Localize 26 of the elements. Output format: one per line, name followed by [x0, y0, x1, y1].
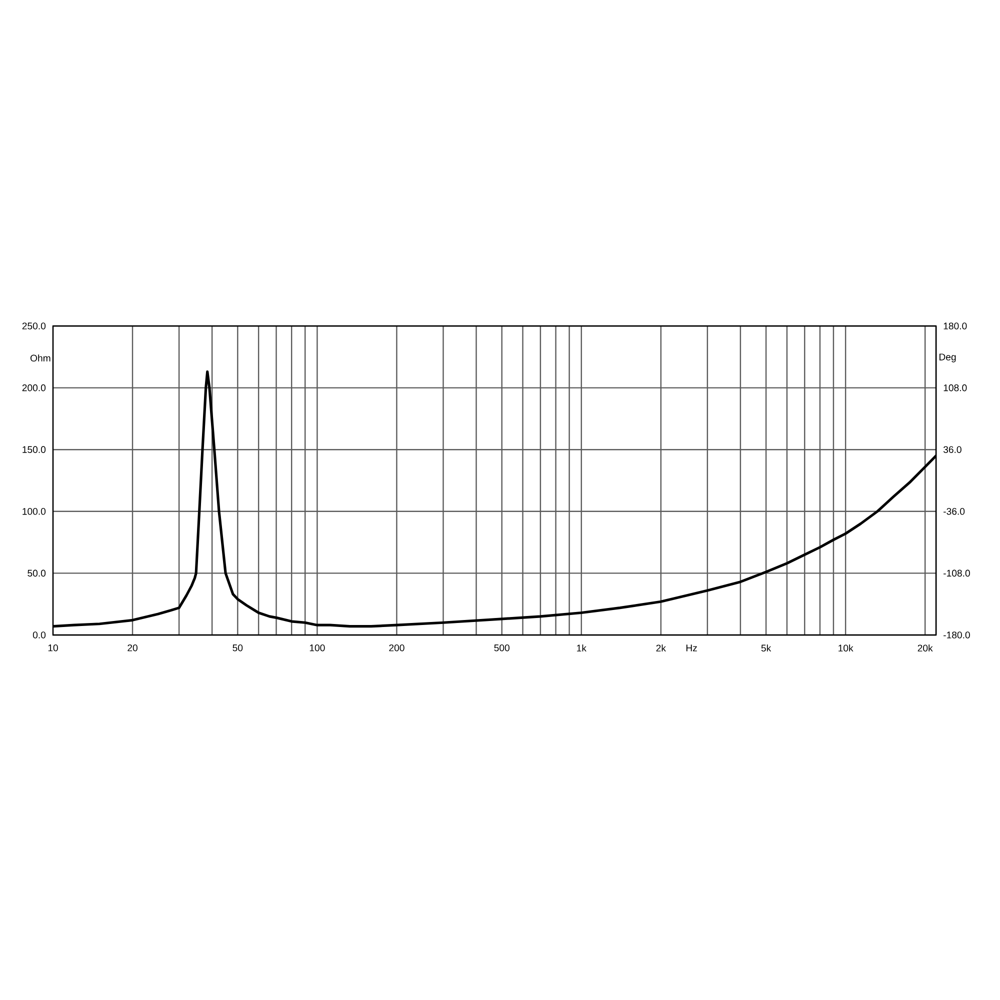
y-tick-label: 50.0: [28, 570, 46, 577]
y-axis-title: Ohm: [30, 354, 50, 362]
x-tick-label: 20: [128, 644, 138, 652]
x-tick-label: 10: [48, 644, 58, 652]
x-tick-label: 2k: [656, 644, 666, 652]
x-tick-label: 5k: [761, 644, 772, 652]
y2-tick-label: 36.0: [943, 446, 962, 453]
x-tick-label: 50: [232, 644, 243, 652]
y2-axis-title: Deg: [940, 354, 956, 362]
y-tick-label: 150.0: [22, 446, 46, 453]
y-tick-label: 250.0: [22, 322, 46, 330]
x-tick-label: 1k: [577, 644, 586, 652]
x-tick-label: 10k: [838, 644, 854, 652]
y-tick-label: 200.0: [22, 384, 46, 392]
y2-tick-label: 108.0: [944, 384, 967, 392]
y-tick-label: 100.0: [22, 508, 46, 515]
x-tick-label: 500: [494, 644, 510, 652]
y2-tick-label: 180.0: [944, 322, 967, 330]
x-tick-label: 200: [389, 644, 404, 652]
x-axis-title: Hz: [686, 644, 697, 652]
y2-tick-label: -108.0: [944, 570, 970, 577]
x-tick-label: 20k: [918, 644, 933, 652]
y2-tick-label: -180.0: [944, 632, 970, 638]
y2-tick-label: -36.0: [944, 508, 965, 515]
y-tick-label: 0.0: [32, 632, 46, 638]
x-tick-label: 100: [310, 644, 325, 652]
